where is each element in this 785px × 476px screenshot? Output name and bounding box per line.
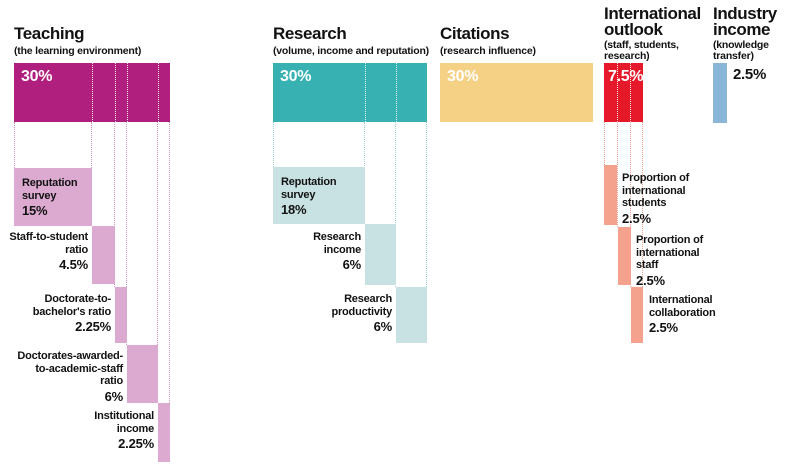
research-title-line: Research: [273, 24, 347, 43]
connector-line: [14, 122, 15, 168]
industry-subtitle-line: transfer): [713, 49, 754, 62]
research-weight-label: 30%: [280, 68, 312, 85]
research-subtitle: (volume, income and reputation): [273, 46, 429, 57]
teaching-sub-label-institutional-income: Institutional income 2.25%: [94, 410, 154, 451]
international-title-line: International: [604, 4, 701, 23]
citations-subtitle: (research influence): [440, 46, 536, 57]
connector-line: [273, 122, 274, 167]
connector-line: [126, 122, 127, 345]
citations-weight-label: 30%: [447, 68, 479, 85]
teaching-title: Teaching: [14, 24, 85, 43]
international-sub-label-collaboration: International collaboration 2.5%: [649, 294, 716, 335]
teaching-title-line: Teaching: [14, 24, 85, 43]
industry-title-line: Industry: [713, 4, 777, 23]
teaching-sub-label-reputation-survey: Reputation survey 15%: [22, 177, 78, 218]
citations-subtitle-line: (research influence): [440, 45, 536, 57]
international-subtitle-line: (staff, students,: [604, 39, 679, 51]
international-main-bar: 7.5%: [604, 63, 644, 122]
citations-title: Citations: [440, 24, 510, 43]
international-sub-bar-collaboration: [631, 287, 643, 343]
research-sub-label-research-productivity: Research productivity 6%: [331, 293, 392, 334]
connector-line: [642, 122, 643, 287]
research-main-bar: 30%: [273, 63, 427, 122]
international-sub-label-staff: Proportion of international staff 2.5%: [636, 234, 704, 288]
international-weight-label: 7.5%: [608, 68, 644, 85]
teaching-sub-bar-doctorates-awarded: [127, 345, 158, 403]
research-title: Research: [273, 24, 347, 43]
teaching-sub-bar-doctorate-bachelor: [115, 287, 127, 343]
divider-line: [617, 63, 618, 122]
teaching-subtitle-line: (the learning environment): [14, 45, 142, 57]
divider-line: [158, 63, 159, 122]
industry-subtitle: (knowledge transfer): [713, 40, 769, 61]
divider-line: [365, 63, 366, 122]
international-sub-label-students: Proportion of international students 2.5…: [622, 172, 690, 226]
divider-line: [92, 63, 93, 122]
citations-main-bar: 30%: [440, 63, 593, 122]
teaching-sub-bar-staff-to-student: [92, 226, 115, 284]
international-subtitle: (staff, students, research): [604, 40, 679, 61]
teaching-sub-bar-institutional-income: [158, 403, 170, 462]
teaching-subtitle: (the learning environment): [14, 46, 141, 57]
industry-title-line: income: [713, 20, 771, 39]
connector-line: [426, 122, 427, 287]
teaching-sub-label-staff-to-student: Staff-to-student ratio 4.5%: [9, 231, 88, 272]
international-sub-bar-staff: [618, 227, 631, 285]
international-title-line: outlook: [604, 20, 663, 39]
teaching-sub-label-doctorate-bachelor: Doctorate-to- bachelor's ratio 2.25%: [32, 293, 111, 334]
divider-line: [396, 63, 397, 122]
teaching-weight-label: 30%: [21, 68, 53, 85]
teaching-sub-label-doctorates-awarded: Doctorates-awarded- to-academic-staff ra…: [17, 350, 123, 404]
research-sub-label-reputation-survey: Reputation survey 18%: [281, 176, 337, 217]
connector-line: [157, 122, 158, 403]
divider-line: [630, 63, 631, 122]
international-title: International outlook: [604, 4, 701, 39]
research-sub-bar-research-productivity: [396, 287, 427, 343]
industry-title: Industry income: [713, 4, 777, 39]
research-sub-label-research-income: Research income 6%: [313, 231, 361, 272]
international-subtitle-line: research): [604, 49, 650, 62]
teaching-sub-bar-reputation-survey: Reputation survey 15%: [14, 168, 92, 226]
divider-line: [115, 63, 116, 122]
industry-weight-label: 2.5%: [733, 66, 766, 83]
citations-title-line: Citations: [440, 24, 510, 43]
research-subtitle-line: (volume, income and reputation): [273, 45, 429, 57]
international-sub-bar-students: [604, 165, 617, 225]
connector-line: [395, 122, 396, 287]
teaching-main-bar: 30%: [14, 63, 170, 122]
industry-main-bar: [713, 63, 727, 123]
connector-line: [114, 122, 115, 287]
connector-line: [630, 122, 631, 287]
connector-line: [169, 122, 170, 403]
industry-subtitle-line: (knowledge: [713, 39, 769, 51]
connector-line: [604, 122, 605, 165]
research-sub-bar-research-income: [365, 224, 396, 285]
research-sub-bar-reputation-survey: Reputation survey 18%: [273, 167, 365, 224]
connector-line: [617, 122, 618, 227]
divider-line: [127, 63, 128, 122]
